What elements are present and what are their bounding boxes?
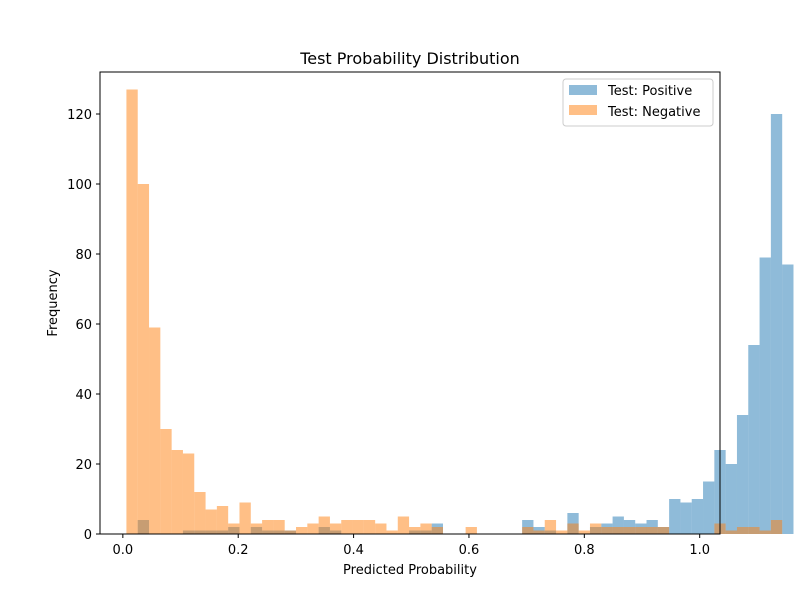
histogram-bar-negative xyxy=(533,530,545,534)
histogram-bar-negative xyxy=(228,523,240,534)
histogram-bar-negative xyxy=(386,530,398,534)
legend-box xyxy=(562,78,714,127)
y-tick-label: 0 xyxy=(84,528,92,543)
histogram-bar-negative xyxy=(250,523,263,534)
histogram-bar-negative xyxy=(567,523,579,534)
legend: Test: Positive Test: Negative xyxy=(562,78,714,127)
histogram-bar-negative xyxy=(623,527,636,534)
histogram-bar-negative xyxy=(725,530,737,534)
histogram-bar-positive xyxy=(782,264,794,534)
chart-title: Test Probability Distribution xyxy=(299,49,520,68)
histogram-bar-negative xyxy=(341,520,353,534)
x-axis-ticks: 0.0 0.2 0.4 0.6 0.8 1.0 xyxy=(112,534,710,558)
y-tick-label: 60 xyxy=(75,318,92,333)
x-tick-label: 0.2 xyxy=(228,543,249,558)
histogram-bar-negative xyxy=(216,506,229,534)
histogram-bar-negative xyxy=(601,527,613,534)
histogram-bar-negative xyxy=(171,450,183,534)
x-tick-label: 0.6 xyxy=(459,543,480,558)
y-tick-label: 100 xyxy=(67,178,92,193)
histogram-bar-negative xyxy=(770,520,783,534)
histogram-bar-positive xyxy=(748,345,760,534)
histogram-bar-negative xyxy=(375,523,387,534)
histogram-bar-negative xyxy=(160,429,172,534)
histogram-bar-negative xyxy=(182,453,195,534)
histogram-bar-positive xyxy=(759,257,771,534)
histogram-bar-negative xyxy=(465,527,477,534)
y-tick-label: 40 xyxy=(75,388,92,403)
histogram-bar-negative xyxy=(646,527,658,534)
histogram-bar-negative xyxy=(544,520,557,534)
histogram-bar-negative xyxy=(126,89,138,534)
x-tick-label: 0.0 xyxy=(112,543,133,558)
histogram-bar-positive xyxy=(612,516,624,534)
y-tick-label: 20 xyxy=(75,458,92,473)
histogram-bar-negative xyxy=(352,520,364,534)
y-axis-ticks: 0 20 40 60 80 100 120 xyxy=(67,108,100,543)
histogram-bar-negative xyxy=(612,527,624,534)
histogram-bar-positive xyxy=(669,499,681,534)
y-tick-label: 120 xyxy=(67,108,92,123)
legend-swatch-negative xyxy=(569,105,597,115)
histogram-bar-negative xyxy=(307,523,319,534)
histogram-bar-negative xyxy=(262,520,274,534)
histogram-bar-negative xyxy=(657,527,670,534)
histogram-bar-negative xyxy=(556,530,568,534)
x-axis-label: Predicted Probability xyxy=(343,563,477,578)
histogram-bar-negative xyxy=(137,184,150,534)
histogram-bar-negative xyxy=(329,523,342,534)
histogram-bar-negative xyxy=(397,516,410,534)
histogram-bar-negative xyxy=(239,502,251,534)
y-axis-label: Frequency xyxy=(46,269,61,336)
histogram-bar-negative xyxy=(296,527,308,534)
histogram-bar-positive xyxy=(691,499,704,534)
histogram-bar-positive xyxy=(680,502,692,534)
histogram-bar-positive xyxy=(703,481,715,534)
x-tick-label: 1.0 xyxy=(689,543,710,558)
histogram-bar-positive xyxy=(770,114,783,534)
histogram-bar-negative xyxy=(578,530,590,534)
histogram-bar-negative xyxy=(284,530,297,534)
histogram-bar-positive xyxy=(736,415,749,534)
histogram-bar-negative xyxy=(318,516,330,534)
histogram-bar-negative xyxy=(759,530,771,534)
bars-layer xyxy=(126,89,794,534)
x-tick-label: 0.4 xyxy=(343,543,364,558)
histogram-bar-negative xyxy=(205,509,217,534)
histogram-bar-negative xyxy=(748,527,760,534)
histogram-bar-negative xyxy=(409,527,421,534)
histogram-bar-negative xyxy=(635,527,647,534)
x-tick-label: 0.8 xyxy=(574,543,595,558)
histogram-bar-negative xyxy=(420,523,432,534)
legend-label-negative: Test: Negative xyxy=(607,105,700,120)
y-tick-label: 80 xyxy=(75,248,92,263)
histogram-bar-negative xyxy=(363,520,376,534)
plot-frame xyxy=(99,71,721,535)
histogram-bar-negative xyxy=(431,527,443,534)
histogram-bar-negative xyxy=(149,327,161,534)
histogram-bar-negative xyxy=(736,527,749,534)
histogram-bar-negative xyxy=(589,523,602,534)
histogram-bar-positive xyxy=(725,464,737,534)
legend-swatch-positive xyxy=(569,85,597,95)
legend-label-positive: Test: Positive xyxy=(607,84,692,99)
histogram-bar-negative xyxy=(522,527,534,534)
histogram-bar-negative xyxy=(194,492,206,534)
histogram-bar-negative xyxy=(273,520,285,534)
